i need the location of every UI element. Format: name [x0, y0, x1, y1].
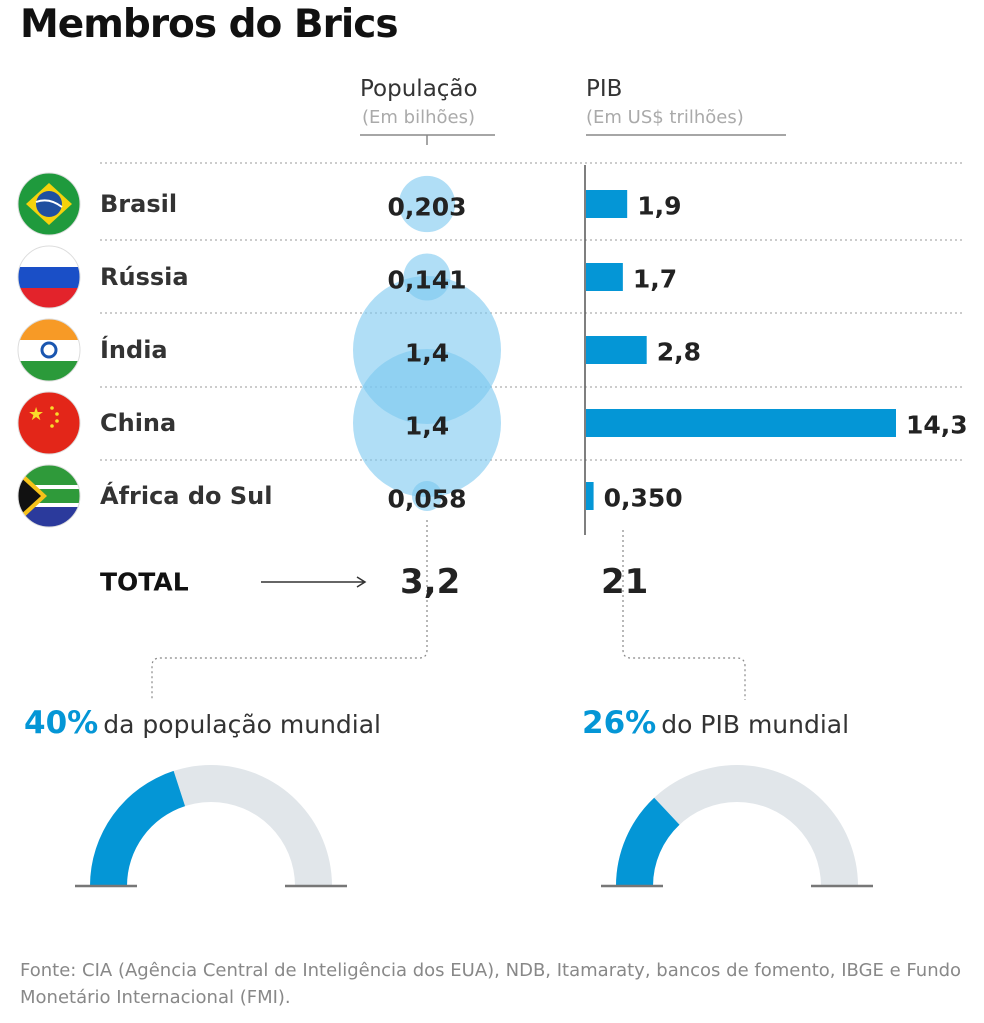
gdp-value: 1,9	[637, 191, 682, 221]
country-label: Rússia	[100, 263, 189, 291]
gdp-value: 0,350	[603, 483, 683, 513]
svg-text:★: ★	[28, 404, 44, 425]
gdp-bar	[586, 482, 594, 510]
source-note: Fonte: CIA (Agência Central de Inteligên…	[20, 960, 962, 1008]
population-connector	[151, 520, 428, 700]
gdp-value: 1,7	[632, 264, 678, 294]
population-value: 0,203	[387, 192, 467, 222]
population-bubble	[398, 175, 456, 233]
population-value: 1,4	[404, 411, 450, 441]
country-label: China	[100, 409, 177, 437]
population-bubble	[411, 480, 443, 512]
gdp-bar	[586, 409, 896, 437]
gdp-share: 26% do PIB mundial	[582, 705, 849, 741]
gdp-share-text: do PIB mundial	[661, 710, 850, 739]
population-header-underline	[360, 134, 495, 145]
flag-border	[17, 391, 81, 455]
population-share-text: da população mundial	[103, 710, 382, 739]
gdp-connector	[622, 530, 746, 700]
india-flag-icon	[18, 319, 80, 381]
population-value: 0,141	[387, 265, 467, 295]
gdp-gauge-track	[616, 765, 858, 886]
population-bubble	[353, 349, 501, 497]
gdp-header: PIB	[586, 76, 623, 102]
population-share-percent: 40%	[24, 705, 99, 741]
population-value: 0,058	[387, 484, 467, 514]
gdp-bar	[586, 336, 647, 364]
chart-title: Membros do Brics	[20, 2, 399, 47]
gdp-share-percent: 26%	[582, 705, 657, 741]
gdp-bar	[586, 263, 623, 291]
gdp-value: 2,8	[656, 337, 701, 367]
country-label: África do Sul	[100, 482, 273, 510]
russia-flag-icon	[18, 246, 80, 308]
gdp-value: 14,3	[906, 410, 968, 440]
country-label: Brasil	[100, 190, 178, 218]
total-population: 3,2	[400, 562, 461, 602]
population-value: 1,4	[404, 338, 450, 368]
gdp-gauge-fill	[616, 797, 680, 886]
total-gdp: 21	[601, 562, 649, 602]
country-label: Índia	[100, 336, 168, 364]
population-unit: (Em bilhões)	[362, 107, 475, 128]
flag-border	[17, 318, 81, 382]
flag-border	[17, 172, 81, 236]
gdp-unit: (Em US$ trilhões)	[586, 107, 744, 128]
brazil-flag-icon	[18, 173, 80, 235]
gdp-bar	[586, 190, 628, 218]
population-header: População	[360, 76, 478, 102]
population-gauge-fill	[90, 770, 186, 886]
total-arrow	[261, 576, 367, 588]
china-flag-icon: ★	[18, 392, 80, 454]
population-share: 40% da população mundial	[24, 705, 381, 741]
flag-border	[17, 245, 81, 309]
total-label: TOTAL	[100, 567, 189, 597]
flag-border	[17, 464, 81, 528]
